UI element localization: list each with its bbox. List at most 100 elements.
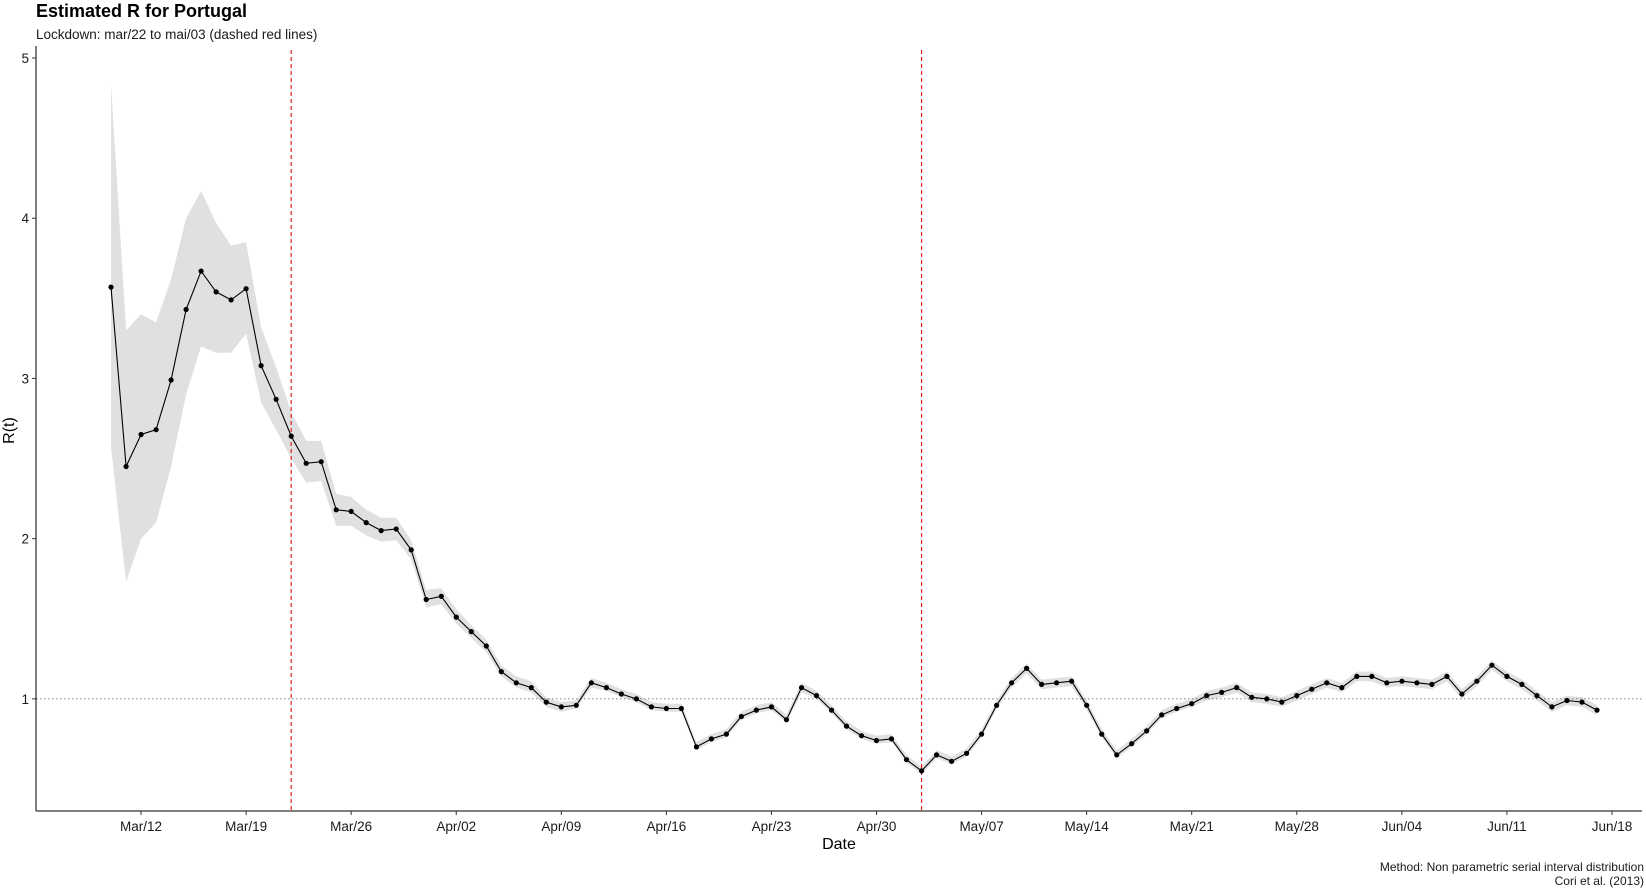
data-point bbox=[858, 733, 865, 739]
data-point bbox=[1279, 699, 1285, 705]
data-point bbox=[648, 704, 655, 710]
data-point bbox=[153, 427, 159, 433]
data-point bbox=[949, 758, 955, 764]
data-point bbox=[979, 731, 985, 737]
x-tick-label: May/21 bbox=[1170, 819, 1214, 834]
chart-caption: Method: Non parametric serial interval d… bbox=[1380, 860, 1644, 888]
data-point bbox=[1354, 673, 1360, 680]
data-point bbox=[723, 731, 730, 737]
data-point bbox=[228, 297, 234, 303]
data-point bbox=[1519, 681, 1525, 688]
data-point bbox=[168, 377, 174, 383]
data-point bbox=[994, 702, 1000, 708]
chart-title: Estimated R for Portugal bbox=[36, 1, 248, 21]
data-point bbox=[1594, 707, 1600, 713]
data-point bbox=[1204, 693, 1210, 699]
data-point bbox=[348, 508, 354, 514]
data-point bbox=[1069, 678, 1075, 684]
data-point bbox=[1474, 678, 1480, 684]
data-point bbox=[1054, 680, 1060, 686]
data-point bbox=[888, 736, 895, 742]
data-point bbox=[288, 433, 294, 439]
data-point bbox=[1414, 680, 1420, 686]
data-point bbox=[783, 717, 790, 723]
data-point bbox=[468, 629, 474, 635]
data-point bbox=[934, 752, 940, 758]
data-point bbox=[513, 680, 519, 686]
data-point bbox=[1309, 686, 1315, 692]
data-point bbox=[138, 431, 144, 438]
data-point bbox=[1294, 693, 1300, 699]
caption-citation: Cori et al. (2013) bbox=[1554, 874, 1644, 888]
data-point bbox=[393, 526, 399, 532]
x-tick-label: Apr/09 bbox=[541, 819, 581, 834]
data-point bbox=[1039, 681, 1045, 688]
data-point bbox=[1219, 689, 1225, 696]
x-tick-label: Jun/18 bbox=[1592, 819, 1633, 834]
data-point bbox=[753, 707, 760, 713]
data-point bbox=[588, 680, 594, 686]
data-point bbox=[453, 614, 459, 620]
data-point bbox=[1534, 693, 1540, 699]
y-axis-title: R(t) bbox=[1, 417, 18, 444]
data-point bbox=[333, 507, 339, 513]
data-point bbox=[408, 547, 414, 553]
y-tick-label: 5 bbox=[21, 51, 29, 66]
data-point bbox=[1114, 752, 1120, 758]
data-point bbox=[498, 669, 504, 675]
data-point bbox=[903, 757, 910, 763]
data-point bbox=[964, 750, 970, 756]
data-point bbox=[693, 744, 700, 750]
data-point bbox=[1429, 681, 1435, 688]
data-point bbox=[1024, 665, 1030, 672]
y-tick-label: 4 bbox=[21, 211, 29, 226]
data-point bbox=[663, 705, 670, 712]
y-tick-label: 2 bbox=[21, 532, 29, 547]
data-point bbox=[1234, 685, 1240, 691]
x-tick-label: Apr/23 bbox=[752, 819, 792, 834]
r-series-line bbox=[110, 269, 1598, 772]
x-tick-label: Apr/16 bbox=[647, 819, 687, 834]
data-point bbox=[543, 699, 549, 705]
x-tick-label: Jun/11 bbox=[1487, 819, 1527, 834]
data-point bbox=[1009, 680, 1015, 686]
data-point bbox=[919, 768, 925, 774]
data-point bbox=[1159, 712, 1165, 718]
data-point bbox=[1504, 673, 1510, 680]
data-point bbox=[1174, 705, 1180, 712]
data-point bbox=[678, 705, 685, 712]
data-point bbox=[1084, 702, 1090, 708]
data-point bbox=[708, 736, 715, 742]
x-tick-label: Mar/12 bbox=[120, 819, 162, 834]
data-point bbox=[558, 704, 564, 710]
data-point bbox=[1549, 704, 1555, 710]
data-point bbox=[573, 702, 579, 708]
data-point bbox=[108, 284, 114, 290]
data-point bbox=[843, 723, 850, 729]
data-point bbox=[483, 643, 489, 649]
data-point bbox=[798, 685, 805, 691]
x-tick-label: Apr/02 bbox=[436, 819, 476, 834]
data-point bbox=[1489, 662, 1495, 668]
data-point bbox=[603, 685, 610, 691]
y-tick-label: 1 bbox=[21, 692, 29, 707]
data-point bbox=[183, 306, 189, 313]
data-point bbox=[1459, 691, 1465, 697]
data-point bbox=[1324, 680, 1330, 686]
data-point bbox=[1369, 673, 1375, 680]
data-point bbox=[528, 685, 534, 691]
data-point bbox=[243, 286, 249, 292]
data-point bbox=[1444, 673, 1450, 680]
data-point bbox=[378, 528, 384, 534]
x-tick-label: Mar/19 bbox=[225, 819, 267, 834]
x-tick-label: Apr/30 bbox=[857, 819, 897, 834]
data-point bbox=[1579, 699, 1585, 705]
data-point bbox=[258, 363, 264, 369]
data-point bbox=[873, 737, 880, 744]
data-point bbox=[1189, 701, 1195, 707]
caption-method: Method: Non parametric serial interval d… bbox=[1379, 860, 1644, 874]
data-point bbox=[318, 459, 324, 465]
data-point bbox=[213, 289, 219, 295]
data-point bbox=[1249, 694, 1255, 700]
